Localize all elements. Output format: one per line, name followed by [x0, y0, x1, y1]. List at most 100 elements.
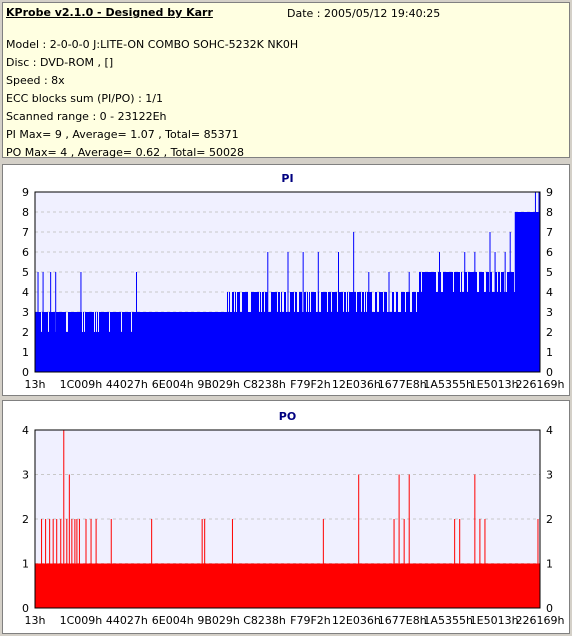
bar: [147, 312, 148, 372]
bar: [166, 563, 167, 608]
bar-spike: [56, 519, 58, 608]
bar: [283, 563, 284, 608]
bar: [140, 563, 141, 608]
bar: [395, 312, 396, 372]
bar: [455, 563, 456, 608]
bar: [97, 563, 98, 608]
bar: [480, 563, 481, 608]
bar: [122, 563, 123, 608]
bar: [176, 312, 177, 372]
bar: [328, 563, 329, 608]
info-panel: KProbe v2.1.0 - Designed by Karr Date : …: [2, 2, 570, 159]
bar: [458, 272, 459, 372]
bar: [478, 292, 479, 372]
bar: [363, 292, 364, 372]
bar: [340, 292, 341, 372]
bar: [88, 312, 89, 372]
bar: [213, 312, 214, 372]
bar: [112, 312, 113, 372]
bar: [198, 312, 199, 372]
bar: [404, 292, 405, 372]
bar: [222, 563, 223, 608]
bar: [181, 563, 182, 608]
bar: [504, 563, 505, 608]
bar: [305, 563, 306, 608]
bar: [300, 292, 301, 372]
bar: [84, 563, 85, 608]
bar: [256, 292, 257, 372]
bar: [271, 563, 272, 608]
bar: [162, 312, 163, 372]
bar: [276, 292, 277, 372]
bar: [213, 563, 214, 608]
bar: [71, 312, 72, 372]
bar: [413, 292, 414, 372]
bar: [182, 563, 183, 608]
bar: [392, 563, 393, 608]
bar: [165, 312, 166, 372]
bar: [264, 563, 265, 608]
bar: [163, 312, 164, 372]
bar-spike: [80, 272, 82, 372]
bar: [378, 312, 379, 372]
bar: [378, 563, 379, 608]
bar: [50, 563, 51, 608]
bar: [366, 563, 367, 608]
bar: [216, 312, 217, 372]
bar-spike: [519, 232, 521, 372]
bar: [465, 563, 466, 608]
po-chart: PO 0 0 1 1 2 2 3 3 4 4 13h 1C009h 44027h 6E004h 9B029h C…: [22, 410, 565, 627]
bar: [372, 312, 373, 372]
bar: [307, 563, 308, 608]
bar: [379, 292, 380, 372]
bar: [183, 563, 184, 608]
bar: [235, 563, 236, 608]
bar: [57, 312, 58, 372]
bar: [180, 312, 181, 372]
bar: [126, 563, 127, 608]
bar: [257, 563, 258, 608]
bar-spike: [524, 232, 526, 372]
bar: [73, 312, 74, 372]
bar: [139, 312, 140, 372]
bar: [495, 563, 496, 608]
bar: [254, 563, 255, 608]
bar: [380, 292, 381, 372]
bar: [345, 292, 346, 372]
bar: [247, 563, 248, 608]
y-tick-label-left: 0: [22, 366, 29, 379]
bar: [382, 292, 383, 372]
bar: [533, 212, 534, 372]
bar: [168, 312, 169, 372]
bar: [93, 312, 94, 372]
bar: [301, 292, 302, 372]
bar: [410, 312, 411, 372]
bar: [263, 563, 264, 608]
bar: [204, 312, 205, 372]
bar: [468, 272, 469, 372]
bar: [57, 563, 58, 608]
bar: [58, 312, 59, 372]
bar: [72, 312, 73, 372]
bar: [377, 312, 378, 372]
bar-spike: [322, 519, 324, 608]
bar: [434, 272, 435, 372]
bar: [375, 563, 376, 608]
bar: [104, 312, 105, 372]
y-tick-label-left: 2: [22, 513, 29, 526]
bar: [433, 563, 434, 608]
bar: [325, 292, 326, 372]
bar: [108, 563, 109, 608]
bar: [145, 312, 146, 372]
y-tick-label-right: 6: [546, 246, 553, 259]
bar: [178, 563, 179, 608]
bar: [97, 312, 98, 372]
bar: [285, 563, 286, 608]
bar: [275, 292, 276, 372]
bar: [188, 312, 189, 372]
bar-spike: [302, 252, 304, 372]
bar: [109, 563, 110, 608]
bar: [174, 563, 175, 608]
bar: [390, 312, 391, 372]
bar: [346, 563, 347, 608]
